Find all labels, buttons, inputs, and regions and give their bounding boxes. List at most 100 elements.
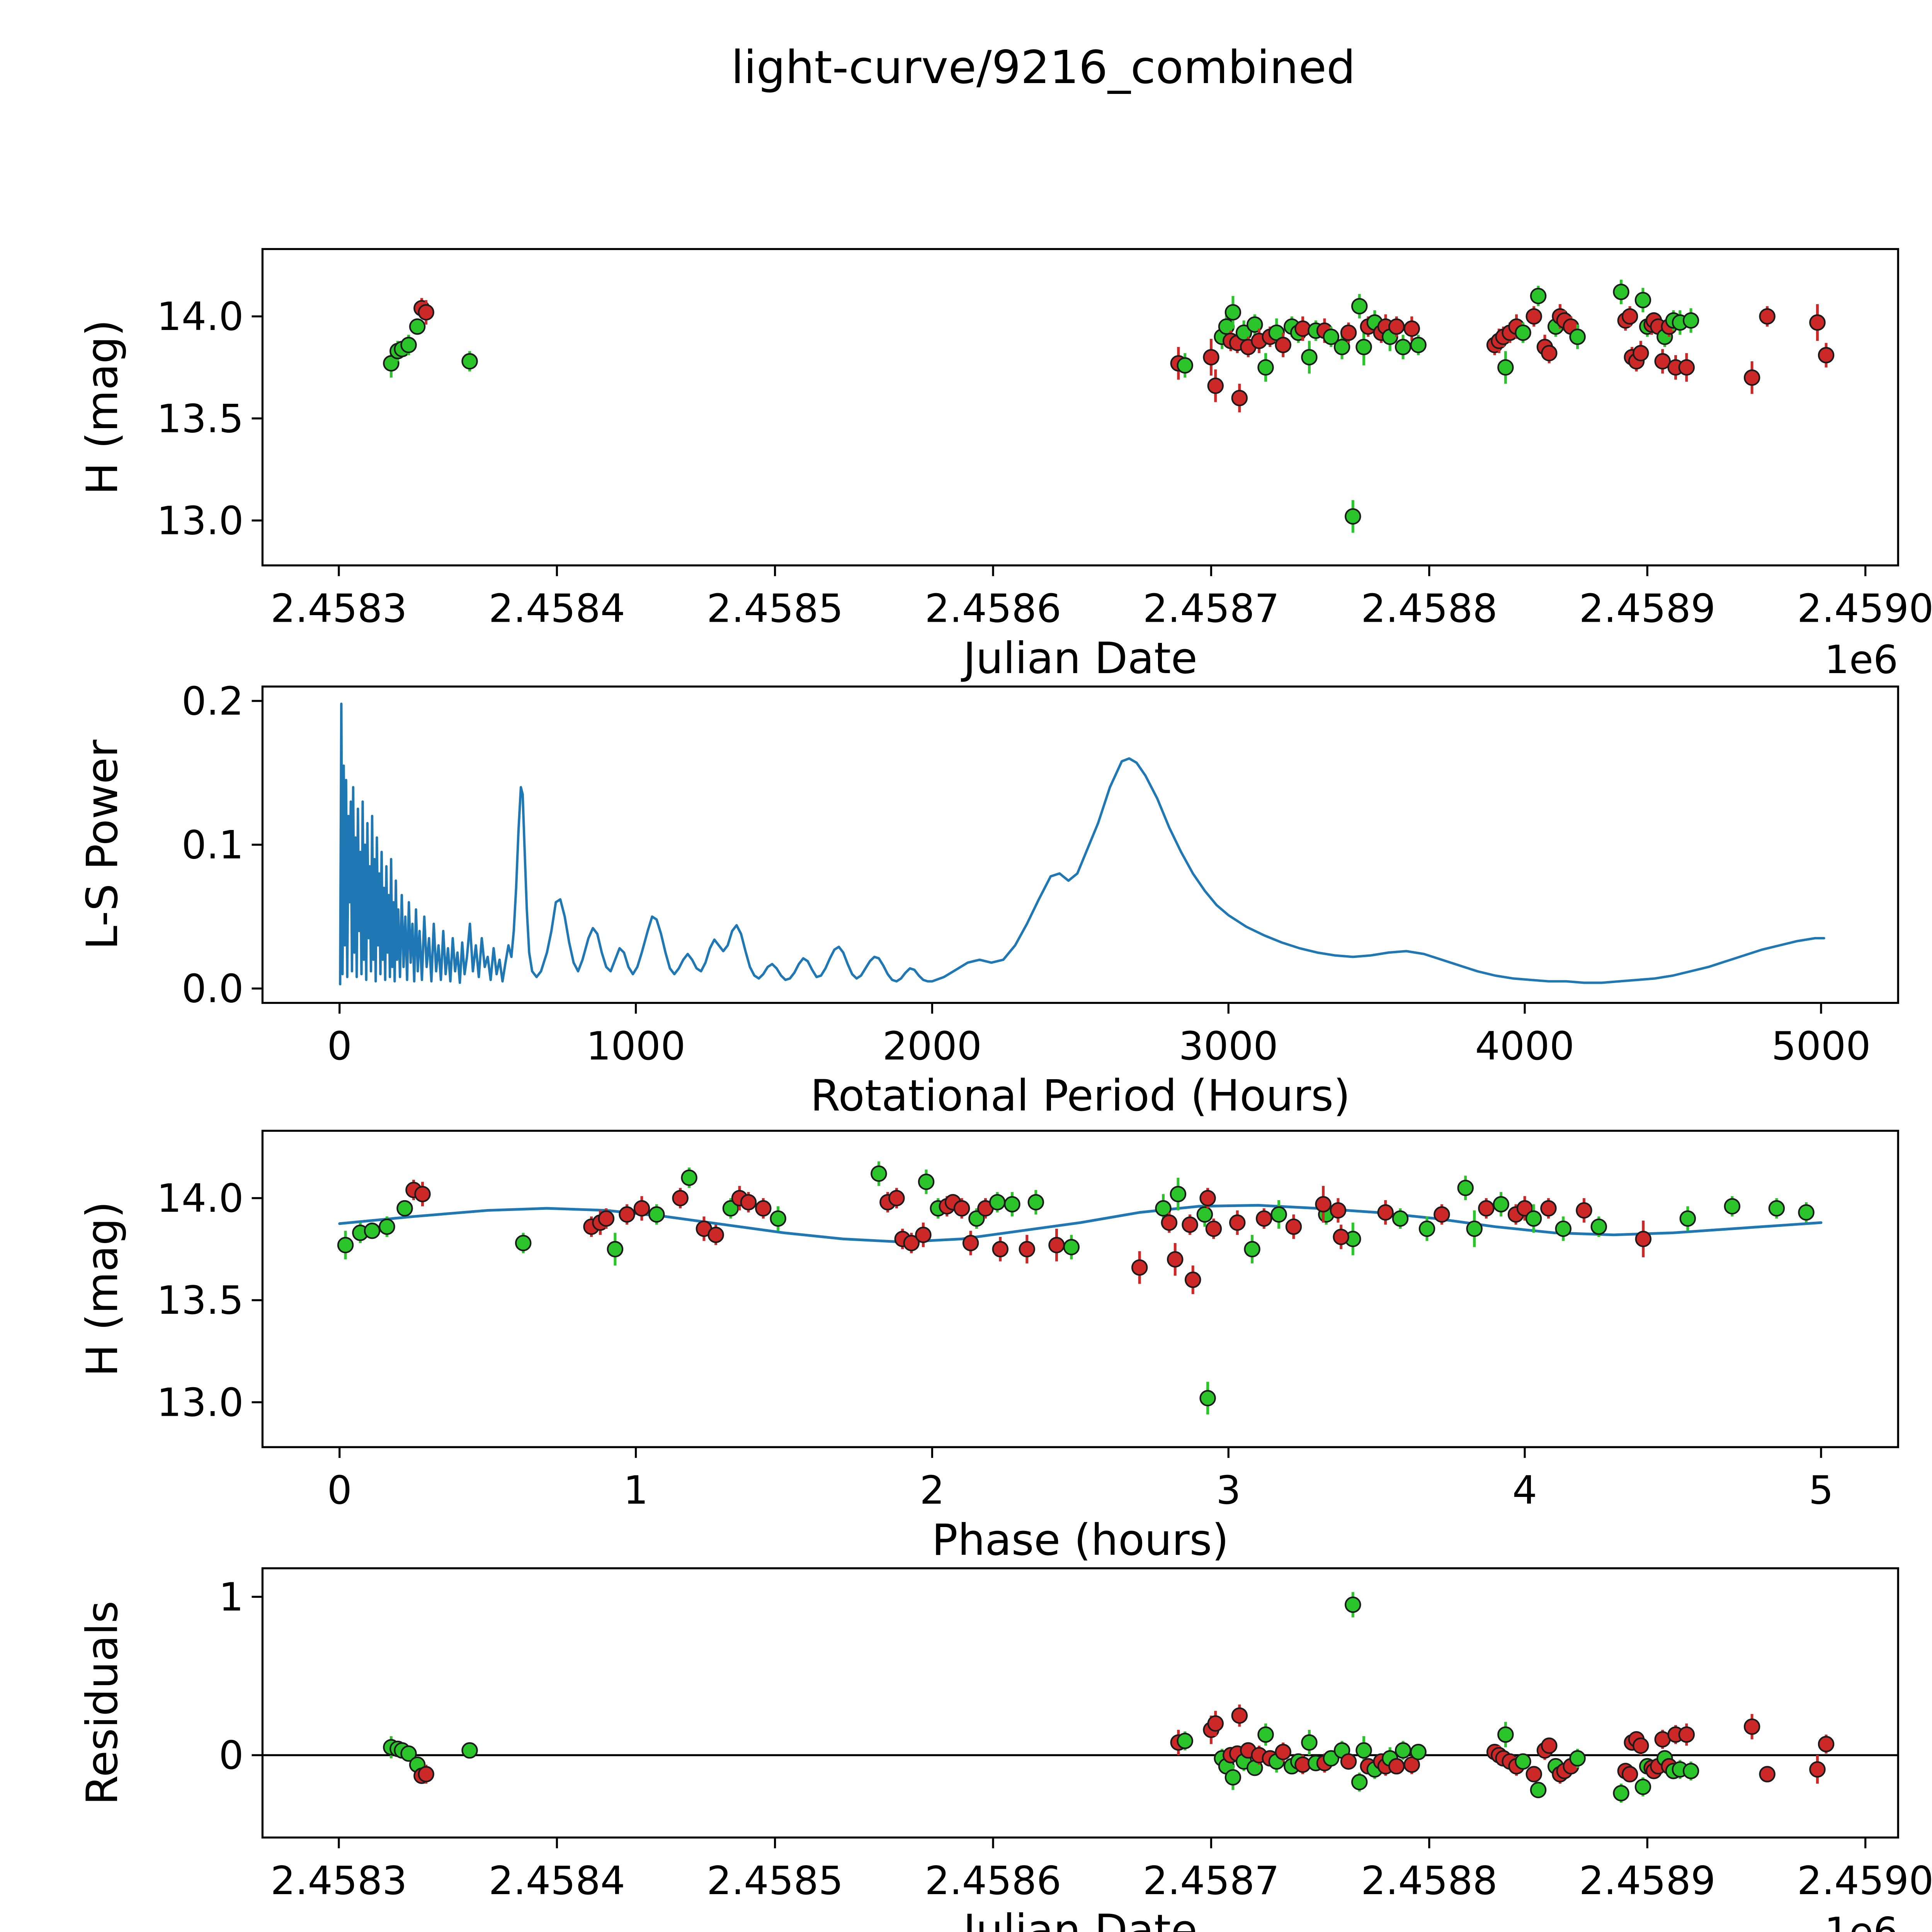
data-point xyxy=(1340,324,1357,341)
x-tick-label: 2.4588 xyxy=(1361,1858,1497,1903)
x-tick-label: 2.4583 xyxy=(270,586,407,631)
periodogram-line xyxy=(339,702,1825,986)
data-point xyxy=(1355,1742,1372,1759)
data-point xyxy=(1418,1220,1435,1237)
data-point xyxy=(1207,378,1224,394)
data-point xyxy=(1678,1726,1695,1743)
data-point xyxy=(1759,308,1776,325)
data-point xyxy=(1809,314,1826,331)
x-axis-label: Rotational Period (Hours) xyxy=(810,1071,1350,1121)
data-point xyxy=(418,1766,434,1782)
data-point xyxy=(1569,1750,1586,1767)
data-point xyxy=(1395,338,1412,355)
data-point xyxy=(1613,1785,1629,1801)
data-point xyxy=(740,1194,757,1211)
data-point xyxy=(1231,1707,1248,1724)
axes-frame xyxy=(261,685,1899,1004)
data-point xyxy=(1410,337,1427,354)
panel-residuals: 2.4583 2.4584 2.4585 2.4586 2.4587 2.4588 2.45… xyxy=(78,1567,1932,1932)
data-point xyxy=(1184,1271,1201,1288)
data-point xyxy=(1768,1200,1785,1217)
data-point xyxy=(400,337,417,354)
data-point xyxy=(1525,1210,1542,1227)
data-point xyxy=(337,1236,354,1253)
data-point xyxy=(1161,1214,1178,1231)
data-point xyxy=(1377,1204,1394,1221)
data-point xyxy=(1555,1220,1571,1237)
data-point xyxy=(1497,359,1514,376)
x-tick-label: 0 xyxy=(327,1023,352,1069)
data-point xyxy=(1530,287,1547,304)
data-point xyxy=(1315,1196,1332,1213)
data-point xyxy=(1818,1736,1835,1752)
data-point xyxy=(1809,1761,1826,1778)
data-point xyxy=(1682,1763,1699,1779)
data-point xyxy=(1590,1218,1607,1235)
y-tick-label: 13.5 xyxy=(157,396,244,441)
data-point xyxy=(1019,1241,1036,1258)
data-point xyxy=(681,1169,697,1186)
x-tick-label: 2.4587 xyxy=(1143,586,1279,631)
data-point xyxy=(1516,1200,1533,1217)
x-tick-label: 2.4583 xyxy=(270,1858,407,1903)
data-point xyxy=(400,1745,417,1762)
data-point xyxy=(1345,508,1361,525)
data-point xyxy=(1497,1726,1514,1743)
data-point xyxy=(1743,369,1760,386)
x-tick-label: 2.4586 xyxy=(925,586,1061,631)
data-point xyxy=(1351,1774,1368,1791)
data-point xyxy=(1515,1753,1531,1770)
data-point xyxy=(1526,1766,1542,1782)
x-tick-label: 1 xyxy=(623,1467,648,1513)
data-point xyxy=(1333,1228,1349,1245)
data-point xyxy=(1205,1220,1222,1237)
data-point xyxy=(1633,1737,1649,1754)
data-point xyxy=(1196,1206,1213,1223)
data-point xyxy=(1392,1210,1409,1227)
data-point xyxy=(1466,1220,1483,1237)
data-point xyxy=(1199,1190,1216,1207)
x-axis-label: Julian Date xyxy=(961,634,1197,684)
data-point xyxy=(1323,328,1340,345)
data-point xyxy=(1257,1726,1274,1743)
x-tick-label: 3 xyxy=(1216,1467,1241,1513)
data-point xyxy=(396,1200,413,1217)
data-point xyxy=(770,1210,786,1227)
data-point xyxy=(1457,1180,1474,1196)
data-point xyxy=(1199,1390,1216,1406)
x-tick-label: 2 xyxy=(920,1467,944,1513)
data-point xyxy=(968,1210,985,1227)
y-axis-label: L-S Power xyxy=(78,740,128,950)
data-point xyxy=(1759,1766,1776,1782)
x-tick-label: 2.4585 xyxy=(707,586,843,631)
y-axis-label: Residuals xyxy=(78,1601,128,1805)
data-point xyxy=(1048,1236,1065,1253)
data-point xyxy=(1247,316,1263,333)
data-point xyxy=(722,1200,739,1217)
data-point xyxy=(1526,308,1542,325)
x-tick-label: 2.4587 xyxy=(1143,1858,1279,1903)
x-tick-label: 2.4590 xyxy=(1797,586,1932,631)
data-point xyxy=(962,1235,979,1252)
data-point xyxy=(1244,1241,1260,1258)
y-tick-label: 0.0 xyxy=(182,966,244,1012)
data-point xyxy=(888,1190,905,1207)
data-point xyxy=(1131,1259,1148,1276)
data-point xyxy=(1155,1200,1172,1217)
x-tick-label: 4000 xyxy=(1475,1023,1575,1069)
y-tick-label: 1 xyxy=(219,1574,243,1620)
data-point xyxy=(1395,1742,1412,1759)
data-point xyxy=(619,1206,635,1223)
x-tick-label: 3000 xyxy=(1179,1023,1278,1069)
x-tick-label: 2000 xyxy=(883,1023,982,1069)
x-tick-label: 2.4588 xyxy=(1361,586,1497,631)
data-point xyxy=(1724,1198,1741,1215)
data-point xyxy=(755,1200,772,1217)
data-point xyxy=(1229,1214,1246,1231)
y-axis-label: H (mag) xyxy=(78,320,128,495)
data-point xyxy=(1634,1779,1651,1795)
data-point xyxy=(1345,1596,1361,1613)
data-point xyxy=(1323,1750,1340,1767)
data-point xyxy=(1063,1239,1080,1255)
